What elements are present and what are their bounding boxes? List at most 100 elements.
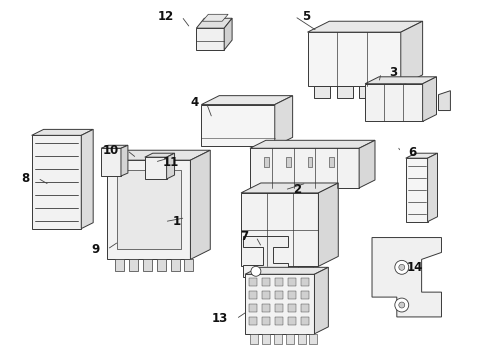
Text: 8: 8 (22, 171, 30, 185)
Circle shape (399, 302, 405, 308)
Polygon shape (171, 260, 179, 271)
Text: 9: 9 (91, 243, 99, 256)
Polygon shape (315, 86, 330, 98)
Polygon shape (297, 266, 314, 276)
Bar (300, 278, 309, 286)
Polygon shape (115, 260, 124, 271)
Polygon shape (318, 183, 338, 266)
Polygon shape (201, 96, 293, 105)
Polygon shape (262, 334, 270, 344)
Polygon shape (274, 334, 282, 344)
Bar (300, 304, 309, 312)
Polygon shape (439, 91, 450, 111)
Polygon shape (129, 260, 138, 271)
Bar (249, 304, 257, 312)
Polygon shape (406, 153, 438, 158)
Polygon shape (196, 18, 232, 28)
Polygon shape (422, 77, 437, 121)
Polygon shape (365, 77, 437, 84)
Polygon shape (286, 157, 291, 167)
Polygon shape (32, 135, 81, 229)
Polygon shape (202, 14, 228, 21)
Polygon shape (196, 28, 224, 50)
Bar (275, 304, 283, 312)
Polygon shape (241, 193, 318, 266)
Circle shape (395, 260, 409, 274)
Text: 4: 4 (190, 96, 198, 109)
Text: 11: 11 (163, 156, 179, 168)
Bar (262, 278, 270, 286)
Bar (275, 291, 283, 299)
Bar (249, 291, 257, 299)
Polygon shape (245, 274, 315, 334)
Polygon shape (250, 148, 359, 188)
Bar (300, 317, 309, 325)
Polygon shape (107, 150, 210, 160)
Polygon shape (337, 86, 353, 98)
Polygon shape (315, 267, 328, 334)
Text: 10: 10 (103, 144, 119, 157)
Polygon shape (145, 157, 167, 179)
Polygon shape (121, 145, 128, 176)
Bar (275, 278, 283, 286)
Text: 1: 1 (172, 215, 181, 228)
Polygon shape (401, 21, 422, 86)
Polygon shape (184, 260, 194, 271)
Bar (288, 291, 295, 299)
Bar (249, 317, 257, 325)
Polygon shape (145, 153, 174, 157)
Circle shape (395, 298, 409, 312)
Polygon shape (359, 140, 375, 188)
Polygon shape (365, 84, 422, 121)
Polygon shape (250, 334, 258, 344)
Text: 6: 6 (409, 146, 417, 159)
Polygon shape (107, 160, 191, 260)
Polygon shape (224, 18, 232, 50)
Text: 7: 7 (240, 230, 248, 243)
Polygon shape (406, 158, 428, 222)
Polygon shape (241, 183, 338, 193)
Polygon shape (272, 266, 288, 276)
Bar (288, 278, 295, 286)
Text: 5: 5 (302, 10, 311, 23)
Bar (300, 291, 309, 299)
Text: 13: 13 (212, 312, 228, 325)
Text: 2: 2 (293, 184, 301, 197)
Polygon shape (372, 238, 441, 317)
Polygon shape (191, 150, 210, 260)
Polygon shape (308, 21, 422, 32)
Polygon shape (428, 153, 438, 222)
Polygon shape (286, 334, 294, 344)
Bar (249, 278, 257, 286)
Polygon shape (308, 32, 401, 86)
Bar (288, 304, 295, 312)
Polygon shape (359, 86, 375, 98)
Polygon shape (264, 157, 269, 167)
Bar (275, 317, 283, 325)
Polygon shape (308, 157, 313, 167)
Polygon shape (101, 148, 121, 176)
Polygon shape (117, 170, 180, 249)
Polygon shape (101, 145, 128, 148)
Polygon shape (167, 153, 174, 179)
Polygon shape (32, 129, 93, 135)
Polygon shape (201, 105, 275, 146)
Polygon shape (297, 334, 306, 344)
Bar (288, 317, 295, 325)
Text: 12: 12 (157, 10, 173, 23)
Polygon shape (143, 260, 152, 271)
Polygon shape (243, 235, 288, 277)
Text: 3: 3 (389, 66, 397, 79)
Polygon shape (275, 96, 293, 146)
Circle shape (399, 264, 405, 270)
Bar (262, 317, 270, 325)
Polygon shape (250, 140, 375, 148)
Polygon shape (157, 260, 166, 271)
Polygon shape (246, 266, 262, 276)
Polygon shape (329, 157, 334, 167)
Text: 14: 14 (407, 261, 423, 274)
Circle shape (251, 266, 261, 276)
Polygon shape (81, 129, 93, 229)
Bar (262, 291, 270, 299)
Polygon shape (245, 267, 328, 274)
